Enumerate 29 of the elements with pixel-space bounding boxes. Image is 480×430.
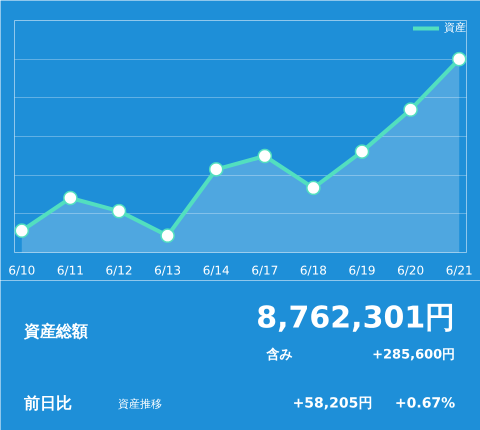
x-tick-label: 6/11 xyxy=(56,264,84,278)
point xyxy=(306,180,321,196)
text: 資産推移 xyxy=(118,398,162,410)
x-tick-label: 6/18 xyxy=(300,264,327,278)
x-tick-label: 6/20 xyxy=(397,264,424,278)
x-tick-label: 6/13 xyxy=(154,264,182,278)
point xyxy=(160,228,175,243)
text: +58,205円 xyxy=(292,396,372,412)
point xyxy=(354,144,370,159)
x-tick-label: 6/21 xyxy=(446,264,473,278)
point xyxy=(112,204,126,218)
point xyxy=(14,223,30,238)
x-tick-label: 6/14 xyxy=(202,264,230,278)
point xyxy=(452,52,466,66)
x-tick-label: 6/19 xyxy=(348,264,376,278)
text: 含み xyxy=(265,346,292,362)
point xyxy=(258,148,272,164)
text: +285,600円 xyxy=(372,348,456,362)
x-tick-label: 6/12 xyxy=(106,264,132,278)
text: 資産総額 xyxy=(22,322,88,340)
x-tick-label: 6/17 xyxy=(251,264,278,278)
point xyxy=(208,162,224,177)
text: 8,762,301円 xyxy=(256,300,456,336)
x-tick-label: 6/10 xyxy=(8,264,36,278)
point xyxy=(63,190,78,206)
text: 前日比 xyxy=(22,394,72,412)
point xyxy=(403,102,418,117)
text: +0.67% xyxy=(394,396,456,412)
legend-label: 資産 xyxy=(444,20,466,35)
